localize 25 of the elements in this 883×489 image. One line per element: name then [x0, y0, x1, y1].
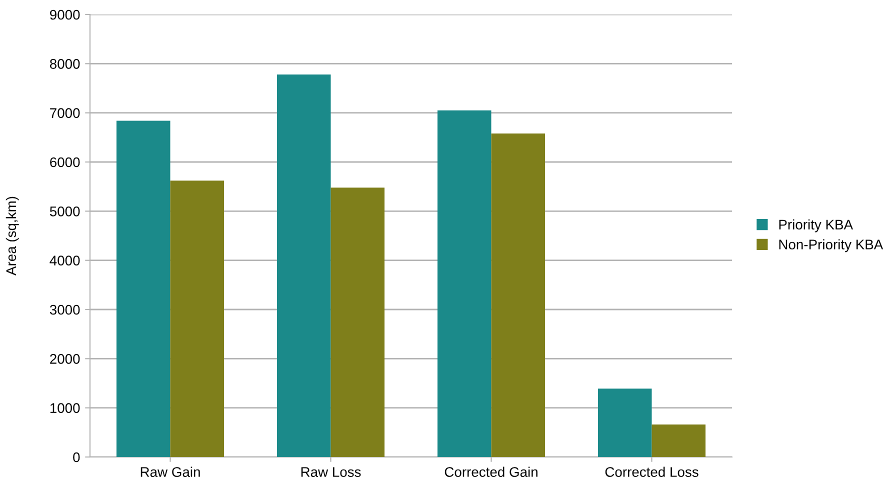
y-tick-label: 2000 — [50, 354, 80, 364]
y-tick-label: 1000 — [50, 403, 80, 414]
legend-label: Non-Priority KBA — [779, 239, 883, 252]
bar — [598, 388, 652, 457]
x-tick-label: Raw Gain — [140, 466, 200, 477]
x-tick-label: Raw Loss — [301, 467, 361, 477]
y-tick-label: 8000 — [50, 59, 80, 69]
legend-label: Priority KBA — [779, 219, 854, 232]
x-tick-label: Corrected Gain — [444, 466, 538, 477]
bar — [116, 120, 170, 457]
y-tick-label: 7000 — [50, 108, 80, 118]
x-tick-label: Corrected Loss — [605, 466, 698, 477]
bar — [170, 180, 224, 457]
bar — [491, 133, 546, 457]
bar — [276, 74, 331, 457]
bar — [437, 110, 492, 457]
y-axis-title: Area (sq,km) — [6, 196, 19, 276]
y-tick-label: 6000 — [50, 157, 80, 168]
y-tick-label: 5000 — [50, 206, 80, 216]
y-tick-label: 0 — [73, 452, 80, 462]
y-tick-label: 4000 — [50, 256, 80, 266]
y-tick-label: 9000 — [50, 10, 80, 20]
bar — [330, 188, 385, 457]
y-tick-label: 3000 — [50, 304, 80, 315]
bar — [652, 424, 706, 457]
